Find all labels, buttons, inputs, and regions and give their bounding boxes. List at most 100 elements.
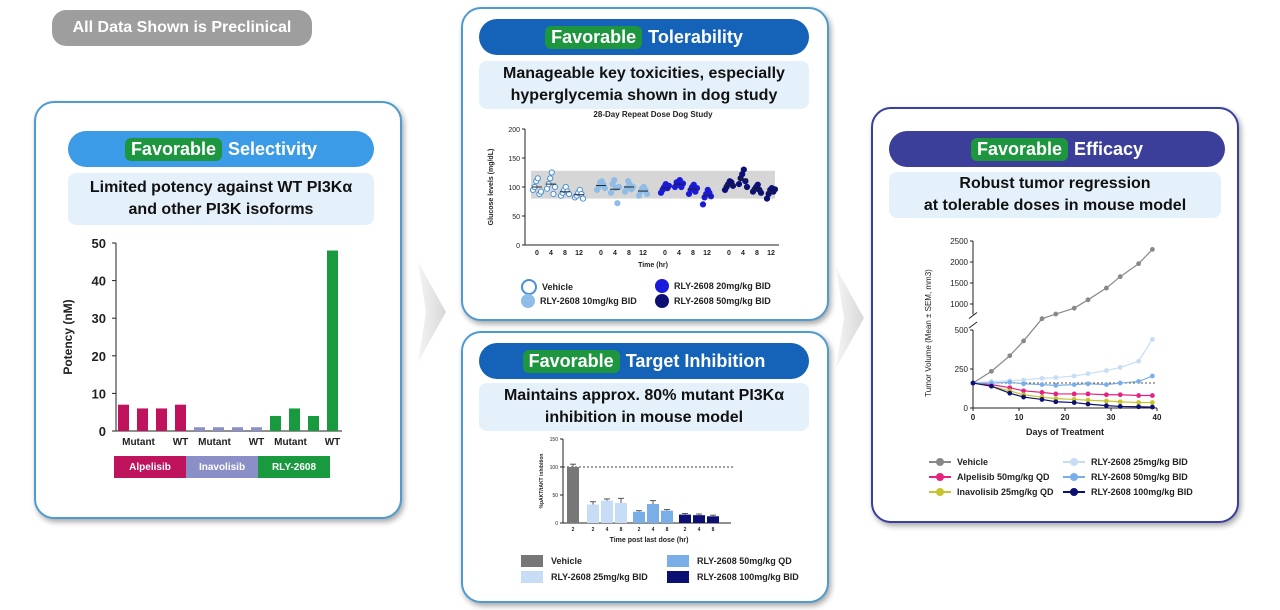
bar-RLY-2608-1 <box>270 415 281 431</box>
bar-Inavolisib-Mutant <box>213 427 224 431</box>
y-tick-label: 10 <box>92 386 106 401</box>
data-point <box>643 190 651 198</box>
efficacy-subtitle: Robust tumor regression at tolerable dose… <box>889 172 1221 218</box>
data-point <box>1039 375 1045 381</box>
data-point <box>1150 404 1155 410</box>
series-line-inavolisib-25mg-kg-qd <box>972 382 1153 404</box>
data-point <box>547 175 554 182</box>
data-point <box>1071 305 1077 311</box>
x-tick-label: 8 <box>712 527 715 533</box>
chevron-right-icon <box>418 262 446 362</box>
x-tick-label: 0 <box>971 413 976 422</box>
data-point <box>1104 392 1109 398</box>
data-point <box>1007 390 1013 396</box>
data-point <box>729 182 737 189</box>
y-tick-label: 2000 <box>950 258 968 267</box>
x-tick-label: 4 <box>741 250 745 257</box>
data-point <box>1071 382 1077 387</box>
series-line-rly-2608-100mg-kg-bid <box>972 382 1153 408</box>
x-tick-label: 0 <box>727 250 731 257</box>
x-tick-label: 4 <box>652 527 655 533</box>
data-point <box>1071 391 1077 397</box>
y-tick-label: 50 <box>552 493 558 499</box>
bar-Inavolisib-WT <box>251 427 262 431</box>
data-point <box>1104 398 1109 404</box>
preclinical-badge: All Data Shown is Preclinical <box>52 10 312 46</box>
data-point <box>1007 353 1013 359</box>
x-tick-label: 4 <box>613 250 617 257</box>
x-tick-label: 0 <box>599 250 603 257</box>
bar-RLY-2608-Mutant <box>289 408 300 431</box>
data-point <box>1085 297 1091 303</box>
data-point <box>1136 261 1141 267</box>
legend-rly-20: RLY-2608 20mg/kg BID <box>655 279 771 293</box>
data-point <box>1150 247 1155 252</box>
data-point <box>1085 391 1091 397</box>
data-point <box>989 383 994 389</box>
x-tick-label: 8 <box>563 250 567 257</box>
legend-vehicle: Vehicle <box>929 457 988 467</box>
series-line-rly-2608-50mg-kg-bid <box>973 375 1153 386</box>
x-tick-label: WT <box>249 437 265 448</box>
data-point <box>1039 390 1045 395</box>
target-subtitle: Maintains approx. 80% mutant PI3Kα inhibi… <box>479 383 809 431</box>
bar <box>679 514 691 523</box>
data-point <box>607 189 615 196</box>
y-tick-label: 100 <box>508 185 520 192</box>
data-point <box>1085 381 1091 387</box>
data-point <box>699 201 707 208</box>
data-point <box>1053 382 1059 388</box>
y-tick-label: 20 <box>92 349 106 364</box>
data-point <box>693 185 701 192</box>
data-point <box>1117 392 1123 398</box>
x-tick-label: 12 <box>767 250 775 257</box>
tumor-volume-chart: 0 250 500 1000 1500 2000 2500 0 10 20 30 40 Days of … <box>924 237 1162 437</box>
bar <box>615 502 627 523</box>
bar <box>647 503 659 523</box>
x-tick-label: 4 <box>677 250 681 257</box>
data-point <box>611 176 618 184</box>
data-point <box>579 195 587 202</box>
favorable-tag: Favorable <box>522 349 620 373</box>
axis-break <box>968 321 978 329</box>
legend-rly-25: RLY-2608 25mg/kg BID <box>521 571 648 583</box>
data-point <box>1150 400 1155 405</box>
data-point <box>1104 403 1109 409</box>
x-tick-label: 40 <box>1153 413 1162 422</box>
data-point <box>771 186 779 193</box>
legend-rly-50: RLY-2608 50mg/kg BID <box>1063 472 1188 482</box>
selectivity-panel: Favorable Selectivity Limited potency ag… <box>34 101 402 519</box>
data-point <box>1021 338 1026 344</box>
data-point <box>1039 316 1045 322</box>
bar <box>601 500 613 523</box>
drug-label-rly2608: RLY-2608 <box>258 456 330 478</box>
x-tick-label: 4 <box>698 527 701 533</box>
efficacy-panel: Favorable Efficacy Robust tumor regressi… <box>871 107 1239 523</box>
y-axis-label: Tumor Volume (Mean ± SEM, mm3) <box>924 269 933 397</box>
y-tick-label: 50 <box>92 236 106 251</box>
y-tick-label: 1500 <box>950 279 968 288</box>
y-tick-label: 150 <box>508 156 520 163</box>
data-point <box>1150 336 1155 342</box>
efficacy-header: Favorable Efficacy <box>889 131 1225 167</box>
data-point <box>1104 368 1109 373</box>
bar-Inavolisib-1 <box>194 427 205 431</box>
x-tick-label: 0 <box>535 250 539 257</box>
data-point <box>1053 391 1059 397</box>
data-point <box>1085 371 1091 377</box>
bar <box>693 515 705 523</box>
data-point <box>1150 393 1155 398</box>
data-point <box>1053 311 1059 317</box>
legend-vehicle: Vehicle <box>521 555 582 567</box>
tolerability-panel: Favorable Tolerability Manageable key to… <box>461 7 829 321</box>
x-axis-label: Time post last dose (hr) <box>610 537 689 544</box>
legend-rly-100: RLY-2608 100mg/kg BID <box>667 571 799 583</box>
x-tick-label: 8 <box>755 250 759 257</box>
y-tick-label: 0 <box>516 243 520 250</box>
tolerability-header: Favorable Tolerability <box>479 19 809 55</box>
bar <box>587 504 599 523</box>
bar <box>707 516 719 523</box>
y-tick-label: 0 <box>555 521 558 527</box>
y-tick-label: 2500 <box>950 237 968 246</box>
y-tick-label: 100 <box>550 465 559 471</box>
